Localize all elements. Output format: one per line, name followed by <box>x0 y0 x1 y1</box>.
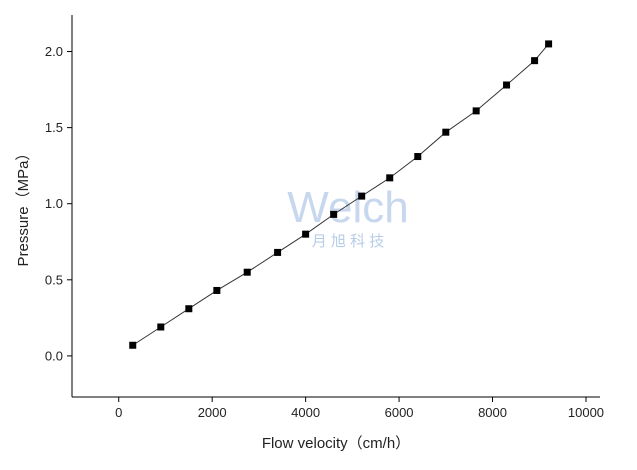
y-tick-label: 1.5 <box>45 120 63 135</box>
y-tick-label: 0.0 <box>45 348 63 363</box>
y-tick-label: 2.0 <box>45 44 63 59</box>
point <box>531 57 539 65</box>
point <box>503 81 511 89</box>
point <box>157 323 165 331</box>
point <box>386 174 394 182</box>
point <box>472 107 480 115</box>
watermark: 月 旭 科 技 <box>312 233 385 250</box>
point <box>129 341 137 349</box>
watermark: Welch <box>287 183 408 232</box>
x-tick-label: 6000 <box>385 405 414 420</box>
point <box>185 305 193 313</box>
point <box>442 128 450 136</box>
fit-line <box>132 43 549 346</box>
point <box>330 210 338 218</box>
point <box>302 230 310 238</box>
y-tick-label: 1.0 <box>45 196 63 211</box>
x-tick-label: 10000 <box>568 405 604 420</box>
y-tick-label: 0.5 <box>45 272 63 287</box>
point <box>243 268 251 276</box>
x-tick-label: 0 <box>115 405 122 420</box>
point <box>358 192 366 200</box>
y-axis-label: Pressure（MPa） <box>15 146 32 267</box>
x-tick-label: 4000 <box>291 405 320 420</box>
point <box>213 286 221 294</box>
point <box>414 153 422 161</box>
point <box>274 248 282 256</box>
x-tick-label: 8000 <box>478 405 507 420</box>
point <box>545 40 553 48</box>
x-tick-label: 2000 <box>198 405 227 420</box>
x-axis-label: Flow velocity（cm/h） <box>262 435 410 452</box>
